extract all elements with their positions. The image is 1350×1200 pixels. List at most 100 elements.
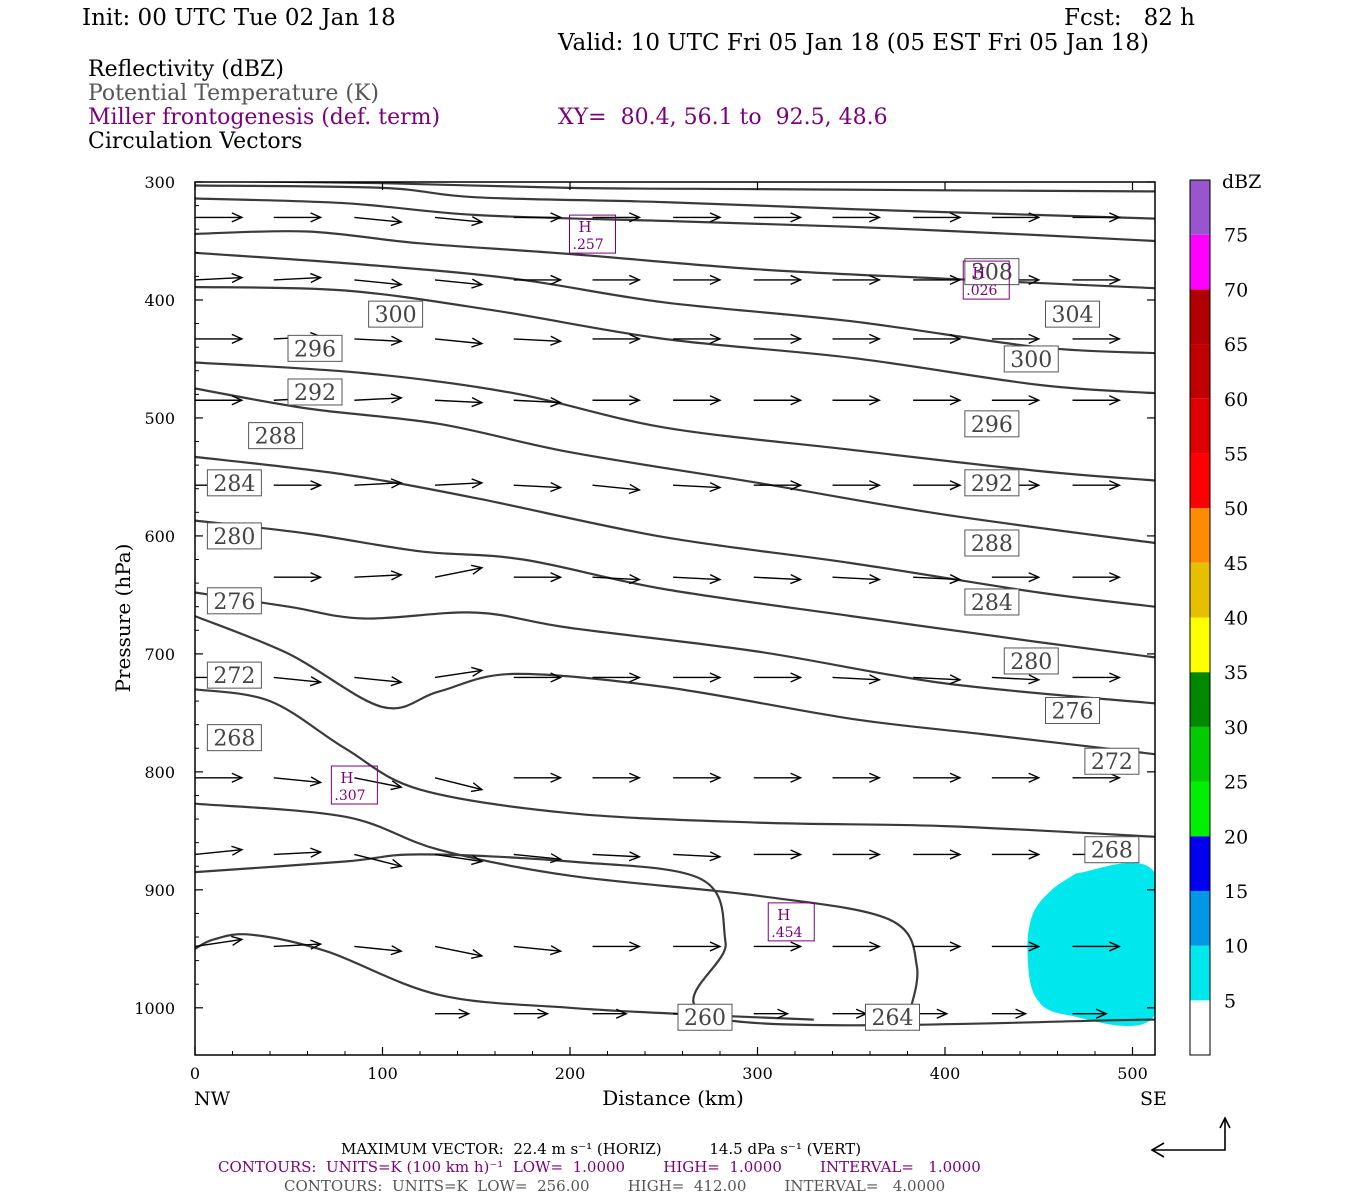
theta-label: 284 [964,588,1020,616]
theta-label: 272 [1084,747,1140,775]
colorbar-cell [1190,453,1210,509]
theta-label: 280 [1003,647,1059,675]
circulation-vector [513,212,563,223]
circulation-vector [991,395,1041,406]
circulation-vector [195,845,244,856]
svg-text:268: 268 [1091,839,1133,864]
x-tick-label: 300 [742,1064,773,1083]
svg-text:264: 264 [872,1006,914,1031]
colorbar-title: dBZ [1222,171,1261,193]
colorbar-level-label: 50 [1224,498,1248,520]
circulation-vector [1072,772,1122,783]
colorbar-cell [1190,508,1210,563]
circulation-vector [1072,672,1122,683]
circulation-vector [991,674,1041,685]
theta-contour-308 [195,197,1155,243]
theta-contours [195,182,1155,1027]
svg-text:288: 288 [971,532,1013,557]
x-tick-label: 500 [1117,1064,1148,1083]
circulation-vector [753,849,803,860]
circulation-vector [991,772,1041,783]
circulation-vector [592,672,642,683]
circulation-vector [354,478,403,489]
x-tick-label: 0 [190,1064,200,1083]
x-tick-label: 100 [367,1064,398,1083]
circulation-vector [1072,480,1122,491]
colorbar-cell [1190,289,1210,345]
circulation-vector [273,480,323,491]
circulation-vector [592,851,642,862]
circulation-vector [273,676,323,687]
theta-label: 272 [206,661,262,689]
y-tick-label: 300 [144,173,175,192]
theta-contour-284 [195,455,1155,608]
theta-label: 276 [206,587,262,615]
theta-label: 292 [964,469,1020,497]
y-tick-label: 700 [144,645,175,664]
circulation-vector [513,481,563,493]
circulation-vector [434,278,484,289]
dbz-colorbar: 5 10 15 20 25 30 35 40 45 50 55 60 65 70 75 [1189,179,1248,1056]
circulation-vector [354,676,403,687]
circulation-vector [832,212,882,223]
svg-text:272: 272 [1091,750,1133,775]
circulation-vector [673,941,722,952]
circulation-vector [991,212,1041,223]
reflectivity-fill [1027,862,1155,1027]
svg-text:260: 260 [684,1006,726,1031]
reference-vector-icon [1150,1116,1231,1158]
circulation-vector [913,849,962,860]
circulation-vector [913,333,962,345]
circulation-vector [913,274,962,286]
circulation-vector [513,397,563,408]
theta-label: 264 [865,1003,920,1031]
circulation-vector [592,483,642,495]
circulation-vector [1072,941,1122,952]
circulation-vector [753,941,803,952]
theta-contour-288 [195,387,1155,545]
y-tick-label: 1000 [134,999,175,1018]
circulation-vector [991,333,1041,345]
colorbar-level-label: 45 [1224,553,1248,575]
svg-text:300: 300 [1010,348,1052,373]
circulation-vector [354,853,403,869]
svg-text:H: H [777,906,790,924]
circulation-vector [673,851,722,862]
svg-text:.257: .257 [573,237,604,253]
theta-contour-info: CONTOURS: UNITS=K LOW= 256.00 HIGH= 412.… [284,1177,946,1195]
circulation-vector [753,772,803,783]
svg-text:300: 300 [375,303,417,328]
circulation-vector [513,335,563,346]
max-vector-info: MAXIMUM VECTOR: 22.4 m s⁻¹ (HORIZ) 14.5 … [341,1140,862,1158]
circulation-vector [273,272,323,284]
colorbar-level-label: 60 [1224,389,1248,411]
theta-label: 296 [287,334,343,362]
circulation-vector [832,674,882,685]
theta-label: 284 [206,469,262,497]
colorbar-cell [1190,562,1210,618]
circulation-vector [673,772,722,783]
circulation-vector [913,674,962,685]
circulation-vector [1072,274,1122,286]
theta-label: 296 [964,410,1020,438]
circulation-vector [592,395,642,406]
theta-contour-264 [195,802,919,1020]
circulation-vector [273,776,323,787]
fronto-contour-info: CONTOURS: UNITS=K (100 km h)⁻¹ LOW= 1.00… [218,1158,981,1176]
circulation-vector [513,572,563,583]
colorbar-level-label: 15 [1224,881,1248,903]
circulation-vector [753,1008,790,1019]
svg-text:280: 280 [1010,650,1052,675]
fronto-max-marker: H.026 [962,260,1010,300]
circulation-vector [592,941,642,952]
theta-contour-280 [195,519,1155,659]
svg-text:292: 292 [971,472,1013,497]
theta-contour-316 [203,182,1155,193]
colorbar-level-label: 40 [1224,608,1248,630]
circulation-vector [592,333,642,345]
theta-label: 280 [206,522,262,550]
y-axis-label: Pressure (hPa) [111,544,135,693]
circulation-vector [273,572,323,583]
